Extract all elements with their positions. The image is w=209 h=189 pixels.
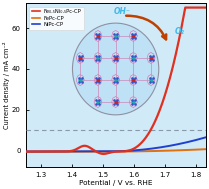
Y-axis label: Current density / mA cm⁻²: Current density / mA cm⁻²: [4, 42, 10, 129]
Legend: Fe₀.₅Ni₀.₅Pc-CP, FePc-CP, NiPc-CP: Fe₀.₅Ni₀.₅Pc-CP, FePc-CP, NiPc-CP: [29, 7, 84, 30]
Text: O₂: O₂: [175, 27, 184, 36]
X-axis label: Potential / V vs. RHE: Potential / V vs. RHE: [79, 180, 152, 186]
Text: OH⁻: OH⁻: [114, 7, 131, 16]
Ellipse shape: [73, 23, 159, 115]
